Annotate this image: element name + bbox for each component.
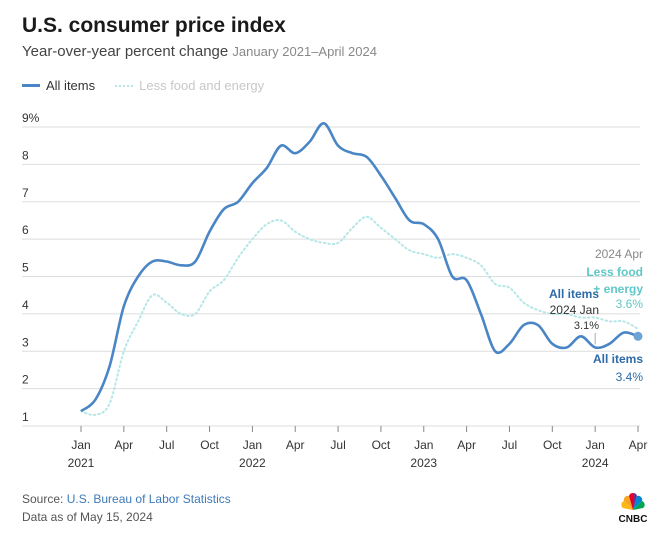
end-point-all-items: [633, 331, 643, 341]
source-link[interactable]: U.S. Bureau of Labor Statistics: [66, 492, 231, 506]
x-axis-ticks: Jan 2021 Apr Jul Oct Jan 2022 Apr Jul Oct Jan 2023 A…: [68, 426, 648, 470]
annotation-jan-all-label: All items: [549, 287, 599, 301]
y-tick-label: 9%: [22, 111, 40, 125]
annotation-apr-core-label-1: Less food: [586, 265, 643, 279]
legend: All items Less food and energy: [22, 78, 284, 93]
y-axis-ticks: 9% 8 7 6 5 4 3 2 1: [22, 111, 40, 424]
series-line-all-items: [80, 122, 639, 413]
x-tick-label: Apr: [286, 438, 305, 452]
cnbc-logo: CNBC: [615, 491, 651, 525]
annotation-apr-core-value: 3.6%: [616, 297, 644, 311]
annotation-apr-all-label: All items: [593, 352, 643, 366]
annotation-apr-core-label-2: + energy: [593, 282, 643, 296]
x-tick-label: Apr: [457, 438, 476, 452]
legend-label-all-items: All items: [46, 78, 96, 93]
data-as-of: Data as of May 15, 2024: [22, 510, 153, 524]
x-tick-label: Oct: [200, 438, 219, 452]
x-tick-label: Apr: [115, 438, 134, 452]
legend-item-all-items: All items: [22, 78, 95, 93]
series-line-core: [80, 215, 639, 417]
y-tick-label: 5: [22, 261, 29, 275]
series-lines: [80, 122, 643, 417]
legend-swatch-core: [115, 84, 134, 87]
y-tick-label: 4: [22, 298, 29, 312]
legend-label-core: Less food and energy: [139, 78, 265, 93]
subtitle-range: January 2021–April 2024: [232, 44, 377, 59]
x-tick-year: 2024: [582, 456, 609, 470]
source-prefix: Source:: [22, 492, 67, 506]
annotation-apr-all-value: 3.4%: [616, 370, 644, 384]
x-tick-label: Oct: [372, 438, 391, 452]
footer: Source: U.S. Bureau of Labor Statistics …: [22, 490, 231, 526]
x-tick-label: Apr: [629, 438, 648, 452]
y-tick-label: 3: [22, 335, 29, 349]
annotation-apr-date: 2024 Apr: [595, 247, 643, 261]
x-tick-label: Jan: [414, 438, 433, 452]
x-tick-year: 2023: [410, 456, 437, 470]
source-line: Source: U.S. Bureau of Labor Statistics: [22, 490, 231, 508]
x-tick-label: Jan: [585, 438, 604, 452]
y-tick-label: 7: [22, 186, 29, 200]
x-tick-year: 2022: [239, 456, 266, 470]
annotation-jan-date: 2024 Jan: [550, 303, 599, 317]
x-tick-label: Jul: [159, 438, 174, 452]
subtitle-text: Year-over-year percent change: [22, 43, 229, 60]
y-tick-label: 6: [22, 223, 29, 237]
annotation-jan-value: 3.1%: [574, 320, 599, 332]
y-tick-label: 8: [22, 148, 29, 162]
y-tick-label: 1: [22, 410, 29, 424]
peacock-icon: CNBC: [619, 492, 648, 525]
grid-lines: [22, 126, 640, 427]
logo-text: CNBC: [619, 514, 648, 525]
chart-title: U.S. consumer price index: [22, 14, 286, 37]
y-tick-label: 2: [22, 373, 29, 387]
x-tick-year: 2021: [68, 456, 95, 470]
x-tick-label: Jul: [502, 438, 517, 452]
x-tick-label: Jan: [243, 438, 262, 452]
x-tick-label: Jan: [71, 438, 90, 452]
x-tick-label: Jul: [330, 438, 345, 452]
chart-subtitle: Year-over-year percent change January 20…: [22, 43, 377, 60]
legend-swatch-all-items: [22, 84, 40, 87]
x-tick-label: Oct: [543, 438, 562, 452]
legend-item-core: Less food and energy: [115, 78, 264, 93]
